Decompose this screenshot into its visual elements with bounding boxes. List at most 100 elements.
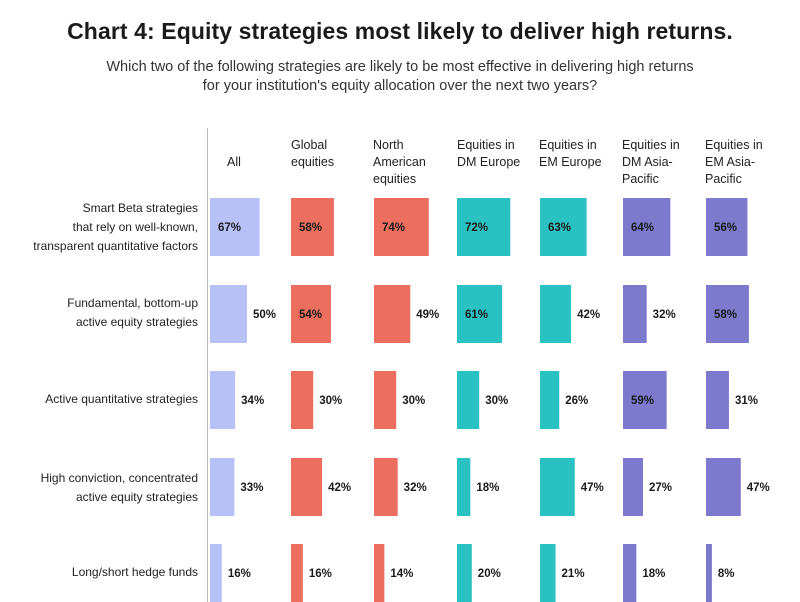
column-header-line: DM Europe — [457, 155, 521, 169]
bar-r0-c0 — [210, 198, 260, 256]
column-header-global-equities: Global equities — [291, 137, 371, 171]
row-label-line: Long/short hedge funds — [71, 565, 198, 579]
row-label-divider — [207, 128, 208, 602]
bar-value-label-r1-c0: 50% — [253, 309, 276, 321]
bar-r4-c4 — [540, 544, 556, 602]
bar-r0-c3 — [457, 198, 511, 256]
column-header-line: Equities in — [539, 138, 597, 152]
bar-value-label-r1-c3: 61% — [465, 309, 488, 321]
bar-value-label-r0-c6: 56% — [714, 222, 737, 234]
column-header-line: Equities in — [622, 138, 680, 152]
bar-value-label-r4-c2: 14% — [390, 568, 413, 580]
bar-value-label-r0-c0: 67% — [218, 222, 241, 234]
bar-r3-c1 — [291, 458, 323, 516]
bar-r0-c5 — [623, 198, 671, 256]
column-header-dm-europe: Equities in DM Europe — [457, 137, 537, 171]
bar-r4-c2 — [374, 544, 385, 602]
column-header-line: equities — [291, 155, 335, 169]
column-header-line: equities — [373, 172, 417, 186]
bar-value-label-r2-c2: 30% — [402, 395, 425, 407]
column-header-line: North — [373, 138, 404, 152]
bar-value-label-r0-c5: 64% — [631, 222, 654, 234]
column-header-line: Pacific — [705, 172, 742, 186]
bar-r2-c5 — [623, 371, 667, 429]
bar-value-label-r4-c6: 8% — [718, 568, 735, 580]
bar-value-label-r4-c1: 16% — [309, 568, 332, 580]
bar-r1-c0 — [210, 285, 247, 343]
row-label-line: High conviction, concentrated — [40, 471, 198, 485]
bar-value-label-r3-c3: 18% — [476, 482, 499, 494]
column-header-line: EM Asia- — [705, 155, 756, 169]
column-header-line: DM Asia- — [622, 155, 673, 169]
bar-r2-c2 — [374, 371, 397, 429]
column-header-line: American — [373, 155, 426, 169]
bar-r4-c3 — [457, 544, 472, 602]
bar-r3-c2 — [374, 458, 398, 516]
bar-r1-c3 — [457, 285, 503, 343]
bar-value-label-r3-c1: 42% — [328, 482, 351, 494]
row-label-high-conviction: High conviction, concentrated active equ… — [20, 469, 198, 507]
bar-value-label-r2-c1: 30% — [319, 395, 342, 407]
bar-value-label-r0-c4: 63% — [548, 222, 571, 234]
bar-r0-c1 — [291, 198, 334, 256]
row-label-long-short: Long/short hedge funds — [20, 563, 198, 582]
bar-r1-c1 — [291, 285, 331, 343]
bar-r3-c5 — [623, 458, 643, 516]
chart-title: Chart 4: Equity strategies most likely t… — [67, 18, 733, 44]
column-header-line: Equities in — [705, 138, 763, 152]
bar-r4-c6 — [706, 544, 712, 602]
row-label-line: that rely on well-known, — [72, 220, 198, 234]
bar-value-label-r2-c3: 30% — [485, 395, 508, 407]
bar-r1-c4 — [540, 285, 572, 343]
bar-r2-c4 — [540, 371, 560, 429]
row-label-line: Active quantitative strategies — [45, 392, 198, 406]
bar-value-label-r4-c4: 21% — [562, 568, 585, 580]
bar-value-label-r0-c3: 72% — [465, 222, 488, 234]
bar-value-label-r4-c3: 20% — [478, 568, 501, 580]
bar-r3-c4 — [540, 458, 575, 516]
column-header-em-europe: Equities in EM Europe — [539, 137, 619, 171]
row-label-line: Smart Beta strategies — [82, 201, 198, 215]
bar-value-label-r4-c5: 18% — [642, 568, 665, 580]
bar-r4-c5 — [623, 544, 637, 602]
bar-value-label-r2-c6: 31% — [735, 395, 758, 407]
bar-r2-c6 — [706, 371, 729, 429]
bar-value-label-r2-c5: 59% — [631, 395, 654, 407]
bar-value-label-r3-c6: 47% — [747, 482, 770, 494]
bar-value-label-r1-c2: 49% — [416, 309, 439, 321]
bar-value-label-r3-c0: 33% — [240, 482, 263, 494]
column-header-em-asia-pacific: Equities in EM Asia- Pacific — [705, 137, 785, 188]
bar-value-label-r4-c0: 16% — [228, 568, 251, 580]
column-header-line: EM Europe — [539, 155, 602, 169]
row-label-line: active equity strategies — [75, 315, 198, 329]
bar-r2-c0 — [210, 371, 236, 429]
row-label-line: active equity strategies — [75, 490, 198, 504]
bar-r3-c3 — [457, 458, 471, 516]
bar-r3-c0 — [210, 458, 235, 516]
bar-value-label-r2-c0: 34% — [241, 395, 264, 407]
bar-value-label-r2-c4: 26% — [565, 395, 588, 407]
bar-r2-c3 — [457, 371, 480, 429]
bar-r1-c6 — [706, 285, 749, 343]
bar-value-label-r3-c4: 47% — [581, 482, 604, 494]
row-label-line: Fundamental, bottom-up — [67, 296, 198, 310]
bar-r0-c4 — [540, 198, 587, 256]
bar-r2-c1 — [291, 371, 314, 429]
bar-value-label-r0-c1: 58% — [299, 222, 322, 234]
column-header-line: Equities in — [457, 138, 515, 152]
bar-r1-c5 — [623, 285, 647, 343]
bar-r4-c1 — [291, 544, 303, 602]
column-header-dm-asia-pacific: Equities in DM Asia- Pacific — [622, 137, 702, 188]
bar-value-label-r3-c2: 32% — [404, 482, 427, 494]
bar-r4-c0 — [210, 544, 222, 602]
bar-value-label-r1-c4: 42% — [577, 309, 600, 321]
column-header-north-american-equities: North American equities — [373, 137, 453, 188]
row-label-active-quantitative: Active quantitative strategies — [20, 390, 198, 409]
column-header-line: All — [227, 155, 241, 169]
column-header-line: Pacific — [622, 172, 659, 186]
column-header-line: Global — [291, 138, 328, 152]
bar-r0-c2 — [374, 198, 429, 256]
bar-r1-c2 — [374, 285, 411, 343]
bar-r0-c6 — [706, 198, 748, 256]
